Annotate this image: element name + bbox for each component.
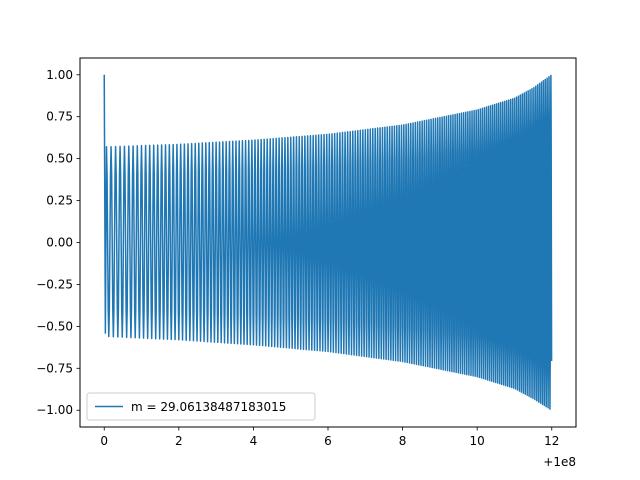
y-tick-label: −1.00 [36, 403, 73, 417]
y-tick-label: −0.50 [36, 319, 73, 333]
legend: m = 29.06138487183015 [86, 392, 316, 421]
y-tick-label: −0.25 [36, 277, 73, 291]
y-tick-label: −0.75 [36, 361, 73, 375]
x-axis: 0 2 4 6 8 10 12 [100, 427, 559, 448]
y-tick-label: 1.00 [46, 68, 73, 82]
y-tick-label: 0.25 [46, 194, 73, 208]
x-tick-label: 12 [544, 434, 559, 448]
y-tick-label: 0.50 [46, 152, 73, 166]
legend-label: m = 29.06138487183015 [131, 400, 286, 414]
x-tick-label: 0 [100, 434, 108, 448]
x-tick-label: 10 [470, 434, 485, 448]
legend-box [86, 392, 316, 421]
series-line [103, 74, 553, 410]
x-tick-label: 2 [175, 434, 183, 448]
x-tick-label: 6 [324, 434, 332, 448]
y-tick-label: 0.75 [46, 110, 73, 124]
x-offset-label: +1e8 [543, 455, 576, 469]
x-tick-label: 4 [250, 434, 258, 448]
y-tick-label: 0.00 [46, 236, 73, 250]
y-axis: 1.00 0.75 0.50 0.25 0.00 −0.25 −0.50 −0.75 −1.00 [36, 68, 80, 417]
plot-area [103, 74, 553, 410]
x-tick-label: 8 [399, 434, 407, 448]
